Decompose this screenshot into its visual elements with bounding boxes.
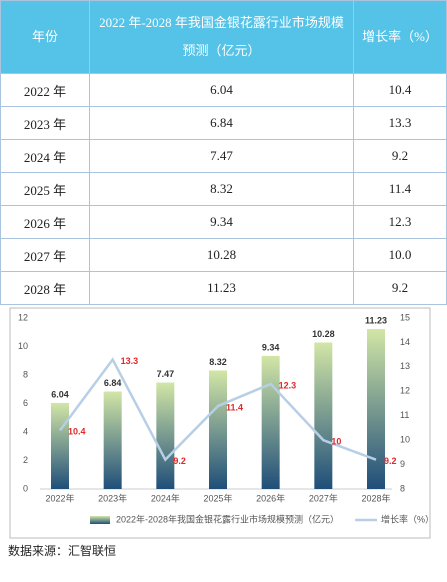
y-tick-label: 2 — [23, 455, 28, 465]
chart-frame — [9, 307, 431, 539]
y2-tick-label: 10 — [400, 435, 410, 445]
legend-swatch — [90, 516, 110, 524]
table-row: 2026 年 9.34 12.3 — [0, 205, 447, 239]
y-tick-label: 0 — [23, 483, 28, 493]
table-cell: 2026 年 — [0, 205, 90, 239]
bar — [156, 382, 175, 489]
bar — [209, 370, 227, 489]
table-cell: 2023 年 — [0, 106, 90, 140]
bar — [367, 328, 385, 489]
table-cell: 10.4 — [353, 73, 447, 107]
line — [58, 357, 377, 462]
x-tick-label: 2028年 — [361, 492, 390, 503]
table-cell: 10.28 — [89, 238, 354, 272]
bar-label: 8.32 — [209, 357, 227, 367]
table-row: 2025 年 8.32 11.4 — [0, 172, 447, 206]
line-label: 13.3 — [121, 356, 139, 366]
table-cell: 2025 年 — [0, 172, 90, 206]
source: 数据来源：汇智联恒 — [8, 543, 116, 558]
table-cell: 12.3 — [353, 205, 447, 239]
y-tick-label: 8 — [23, 369, 28, 379]
bar-label: 6.04 — [51, 389, 69, 399]
line-label: 12.3 — [279, 380, 297, 390]
bar — [51, 402, 69, 489]
table-cell: 8.32 — [89, 172, 354, 206]
bar-label: 7.47 — [157, 369, 175, 379]
y-tick-label: 6 — [23, 398, 28, 408]
line-label: 9.2 — [384, 456, 397, 466]
y2-tick-label: 9 — [400, 459, 405, 469]
table-row: 2027 年 10.28 10.0 — [0, 238, 447, 272]
table-header: 年份 2022 年-2028 年我国金银花露行业市场规模预测（亿元） 增长率（%… — [0, 0, 447, 74]
bar-label: 10.28 — [312, 329, 335, 339]
table-cell: 13.3 — [353, 106, 447, 140]
y2-tick-label: 12 — [400, 386, 410, 396]
line-label: 9.2 — [173, 456, 186, 466]
x-tick-label: 2026年 — [256, 492, 285, 503]
bar — [103, 391, 122, 489]
header-cell: 增长率（%） — [353, 0, 447, 74]
line-label: 10 — [331, 437, 341, 447]
table-cell: 7.47 — [89, 139, 354, 173]
table-cell: 11.23 — [89, 271, 354, 305]
table-cell: 2022 年 — [0, 73, 90, 107]
y2-tick-label: 15 — [400, 312, 410, 322]
header-cell: 年份 — [0, 0, 90, 74]
bar — [261, 355, 280, 489]
table-cell: 11.4 — [353, 172, 447, 206]
table-cell: 2024 年 — [0, 139, 90, 173]
table-row: 2022 年 6.04 10.4 — [0, 73, 447, 107]
header-cell: 2022 年-2028 年我国金银花露行业市场规模预测（亿元） — [89, 0, 354, 74]
y2-tick-label: 14 — [400, 337, 410, 347]
table-cell: 2027 年 — [0, 238, 90, 272]
x-tick-label: 2022年 — [45, 492, 74, 503]
y-tick-label: 4 — [23, 426, 28, 436]
table-cell: 9.2 — [353, 139, 447, 173]
y-tick-label: 10 — [18, 341, 28, 351]
data-table: 年份 2022 年-2028 年我国金银花露行业市场规模预测（亿元） 增长率（%… — [0, 0, 447, 305]
bar-label: 9.34 — [262, 342, 280, 352]
table-row: 2024 年 7.47 9.2 — [0, 139, 447, 173]
table-cell: 6.04 — [89, 73, 354, 107]
y2-tick-label: 11 — [400, 410, 409, 420]
table-cell: 2028 年 — [0, 271, 90, 305]
line-label: 11.4 — [226, 402, 243, 412]
line-label: 10.4 — [68, 427, 86, 437]
bar-label: 11.23 — [365, 315, 387, 325]
bar — [314, 342, 333, 489]
y-tick-label: 12 — [18, 312, 28, 322]
table-cell: 6.84 — [89, 106, 354, 140]
bar-label: 6.84 — [104, 378, 122, 388]
legend-label: 2022年-2028年我国金银花露行业市场规模预测（亿元） — [116, 513, 339, 524]
x-tick-label: 2025年 — [203, 492, 232, 503]
legend-label: 增长率（%） — [381, 513, 434, 524]
y2-tick-label: 8 — [400, 483, 405, 493]
table-cell: 9.34 — [89, 205, 354, 239]
table-cell: 10.0 — [353, 238, 447, 272]
table-row: 2028 年 11.23 9.2 — [0, 271, 447, 305]
x-tick-label: 2027年 — [309, 492, 338, 503]
table-row: 2023 年 6.84 13.3 — [0, 106, 447, 140]
y2-tick-label: 13 — [400, 361, 410, 371]
x-tick-label: 2023年 — [98, 492, 127, 503]
x-tick-label: 2024年 — [151, 492, 180, 503]
table-cell: 9.2 — [353, 271, 447, 305]
